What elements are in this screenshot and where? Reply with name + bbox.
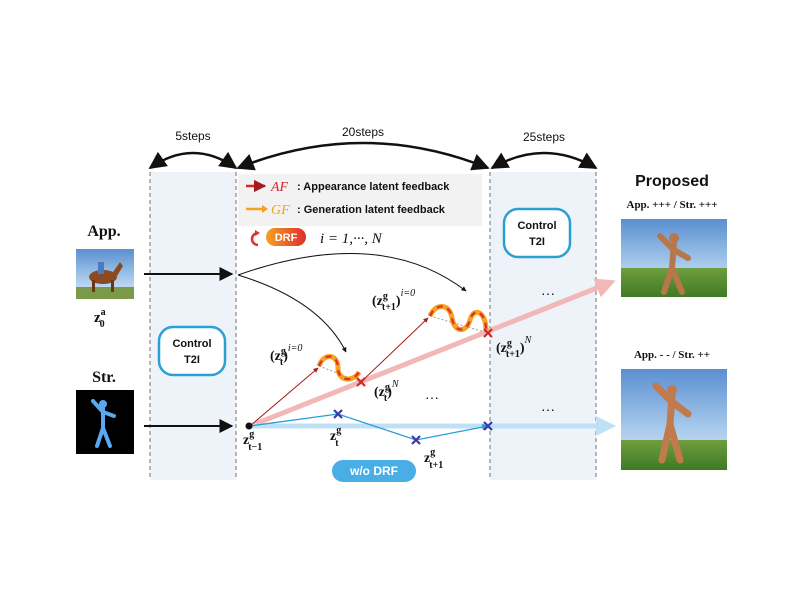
app-latent: za 0 (94, 307, 106, 330)
appearance-image (76, 249, 134, 299)
drf-badge-label: DRF (275, 232, 298, 244)
red-x-mark-t (356, 377, 366, 387)
ellipsis-mid: ··· (425, 389, 439, 405)
ellipsis-top: ··· (541, 285, 555, 301)
svg-text:Control: Control (517, 220, 556, 232)
output-image-top (621, 219, 727, 297)
steps-label-5: 5steps (175, 129, 210, 143)
svg-text:Control: Control (172, 338, 211, 350)
top-output-caption: App. +++ / Str. +++ (627, 199, 718, 211)
af-description: : Appearance latent feedback (297, 181, 450, 193)
control-t2i-right: Control T2I (502, 207, 572, 259)
latent-z-t-i0: (zg t)i=0 (270, 343, 302, 368)
ellipsis-bottom: ··· (541, 401, 555, 417)
legend-af: AF : Appearance latent feedback (246, 179, 450, 195)
structure-image (76, 390, 134, 454)
wo-drf-label: w/o DRF (349, 464, 398, 478)
drf-wave-step-t (316, 354, 362, 383)
drf-iteration: i = 1,···, N (320, 231, 383, 247)
steps-arc-5 (148, 151, 238, 170)
blue-x-mark-1 (333, 409, 343, 419)
drf-trajectory-arrow (249, 278, 616, 429)
latent-z-t: zg t (330, 425, 341, 449)
appearance-feed-arrow-2 (237, 252, 467, 292)
red-arrow-2 (360, 317, 429, 383)
wo-drf-badge (332, 460, 416, 482)
app-label: App. (87, 223, 120, 240)
proposed-title: Proposed (635, 173, 709, 190)
svg-text:T2I: T2I (529, 236, 545, 248)
drf-badge (266, 228, 306, 246)
control-t2i-left: Control T2I (157, 325, 227, 377)
appearance-feed-arrow-1 (237, 274, 347, 353)
start-latent-dot (245, 422, 253, 430)
blue-x-mark-2 (411, 435, 421, 445)
latent-z-t-minus-1: zg t−1 (243, 429, 262, 453)
steps-arc-20 (236, 141, 490, 171)
legend-drf: DRF i = 1,···, N (250, 228, 383, 247)
wo-drf-path (249, 413, 489, 441)
latent-z-t1-i0: (zg t+1)i=0 (372, 288, 415, 313)
latent-z-t-N: (zg t)N (374, 379, 400, 404)
latent-z-t1: zg t+1 (424, 447, 443, 471)
gf-symbol: GF (271, 203, 290, 218)
red-arrow-1 (249, 367, 319, 427)
output-image-bottom (621, 369, 727, 470)
af-symbol: AF (270, 180, 289, 195)
drf-wave-step-t1 (427, 304, 489, 334)
gf-description: : Generation latent feedback (297, 204, 446, 216)
str-label: Str. (92, 369, 116, 386)
blue-x-mark-3 (483, 421, 493, 431)
bottom-output-caption: App. - - / Str. ++ (634, 349, 710, 361)
latent-z-t1-N: (zg t+1)N (496, 335, 533, 360)
svg-text:T2I: T2I (184, 354, 200, 366)
steps-arc-25 (490, 151, 598, 170)
legend-gf: GF : Generation latent feedback (246, 203, 446, 218)
red-x-mark-t1 (483, 328, 493, 338)
legend-background (238, 174, 482, 226)
steps-label-20: 20steps (342, 125, 384, 139)
steps-label-25: 25steps (523, 130, 565, 144)
